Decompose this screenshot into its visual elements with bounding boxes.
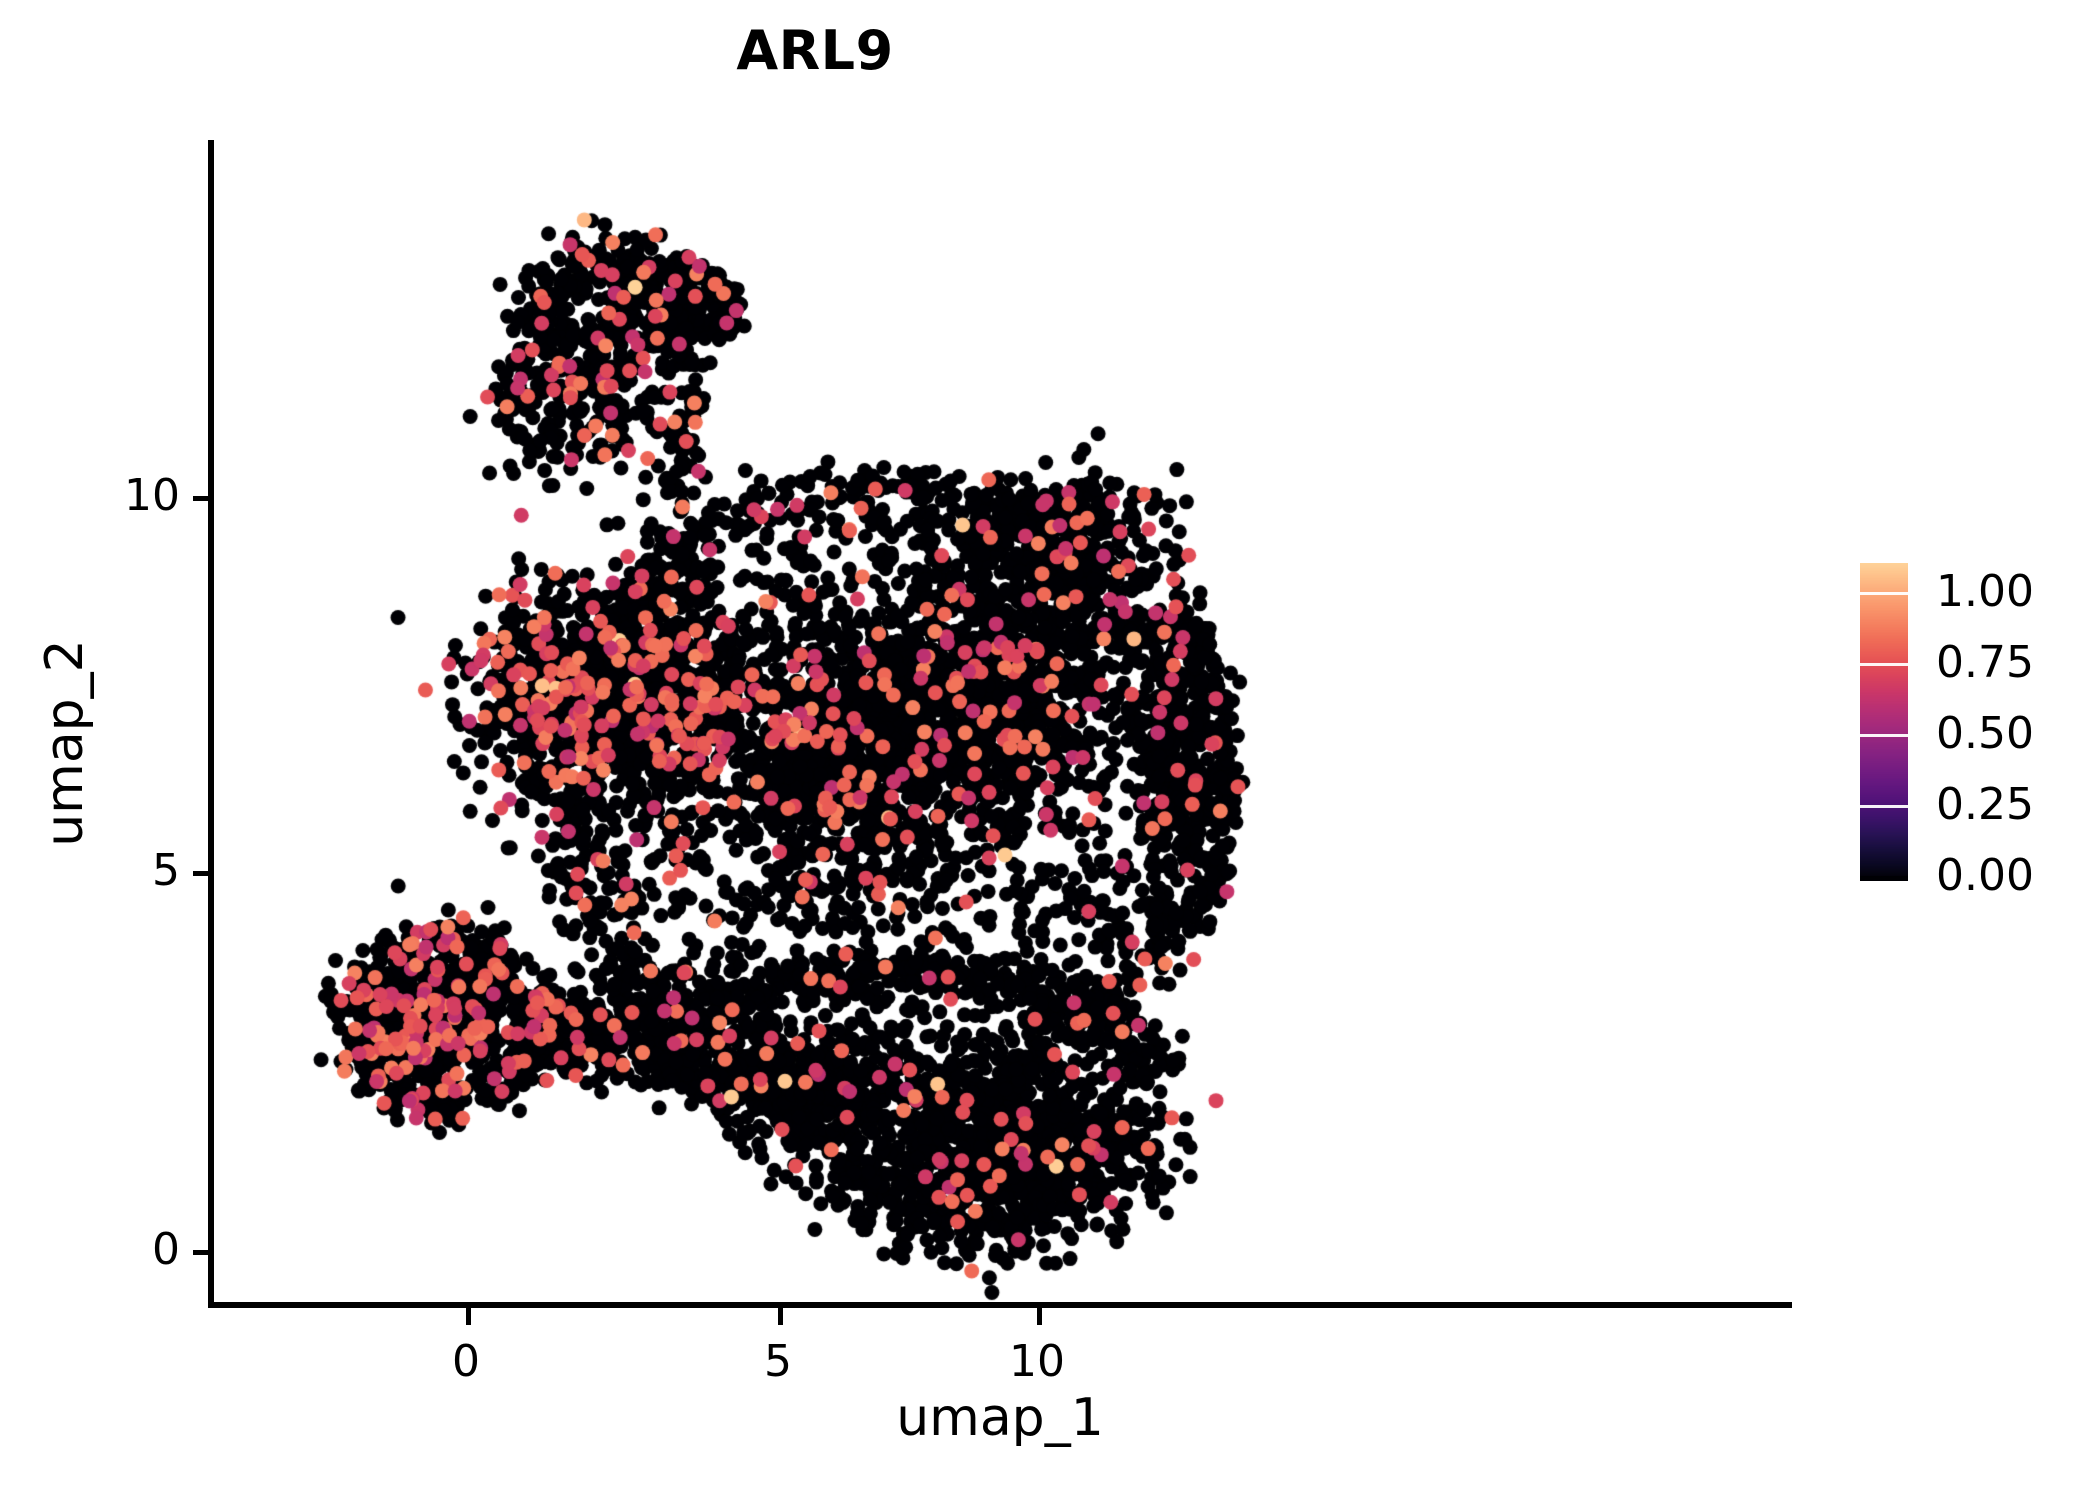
y-axis-ticklabel-0: 0 [152, 1224, 180, 1275]
x-axis-spine [208, 1302, 1792, 1308]
colorbar-ticklabel-0.25: 0.25 [1936, 779, 2034, 830]
y-axis-tick-0 [193, 1250, 211, 1255]
y-axis-tick-10 [193, 496, 211, 501]
x-axis-tick-5 [778, 1306, 783, 1325]
x-axis-ticklabel-0: 0 [452, 1336, 480, 1387]
colorbar-tick-0.50 [1860, 734, 1908, 737]
x-axis-ticklabel-5: 5 [764, 1336, 792, 1387]
x-axis-tick-10 [1037, 1306, 1042, 1325]
y-axis-ticklabel-10: 10 [124, 470, 180, 521]
y-axis-ticklabel-5: 5 [152, 845, 180, 896]
colorbar-ticklabel-1.00: 1.00 [1936, 566, 2034, 617]
colorbar-tick-0.75 [1860, 663, 1908, 666]
colorbar-tick-1.00 [1860, 592, 1908, 595]
x-axis-tick-0 [466, 1306, 471, 1325]
y-axis-label: umap_2 [35, 639, 95, 847]
colorbar-gradient [1860, 563, 1908, 881]
colorbar-tick-0.25 [1860, 805, 1908, 808]
colorbar-ticklabel-0.00: 0.00 [1936, 850, 2034, 901]
colorbar-tick-0.00 [1860, 876, 1908, 879]
colorbar-ticklabel-0.50: 0.50 [1936, 708, 2034, 759]
y-axis-tick-5 [193, 871, 211, 876]
y-axis-spine [208, 140, 214, 1308]
colorbar [1860, 563, 1908, 881]
x-axis-ticklabel-10: 10 [1009, 1336, 1065, 1387]
x-axis-label: umap_1 [896, 1388, 1104, 1448]
colorbar-ticklabel-0.75: 0.75 [1936, 637, 2034, 688]
